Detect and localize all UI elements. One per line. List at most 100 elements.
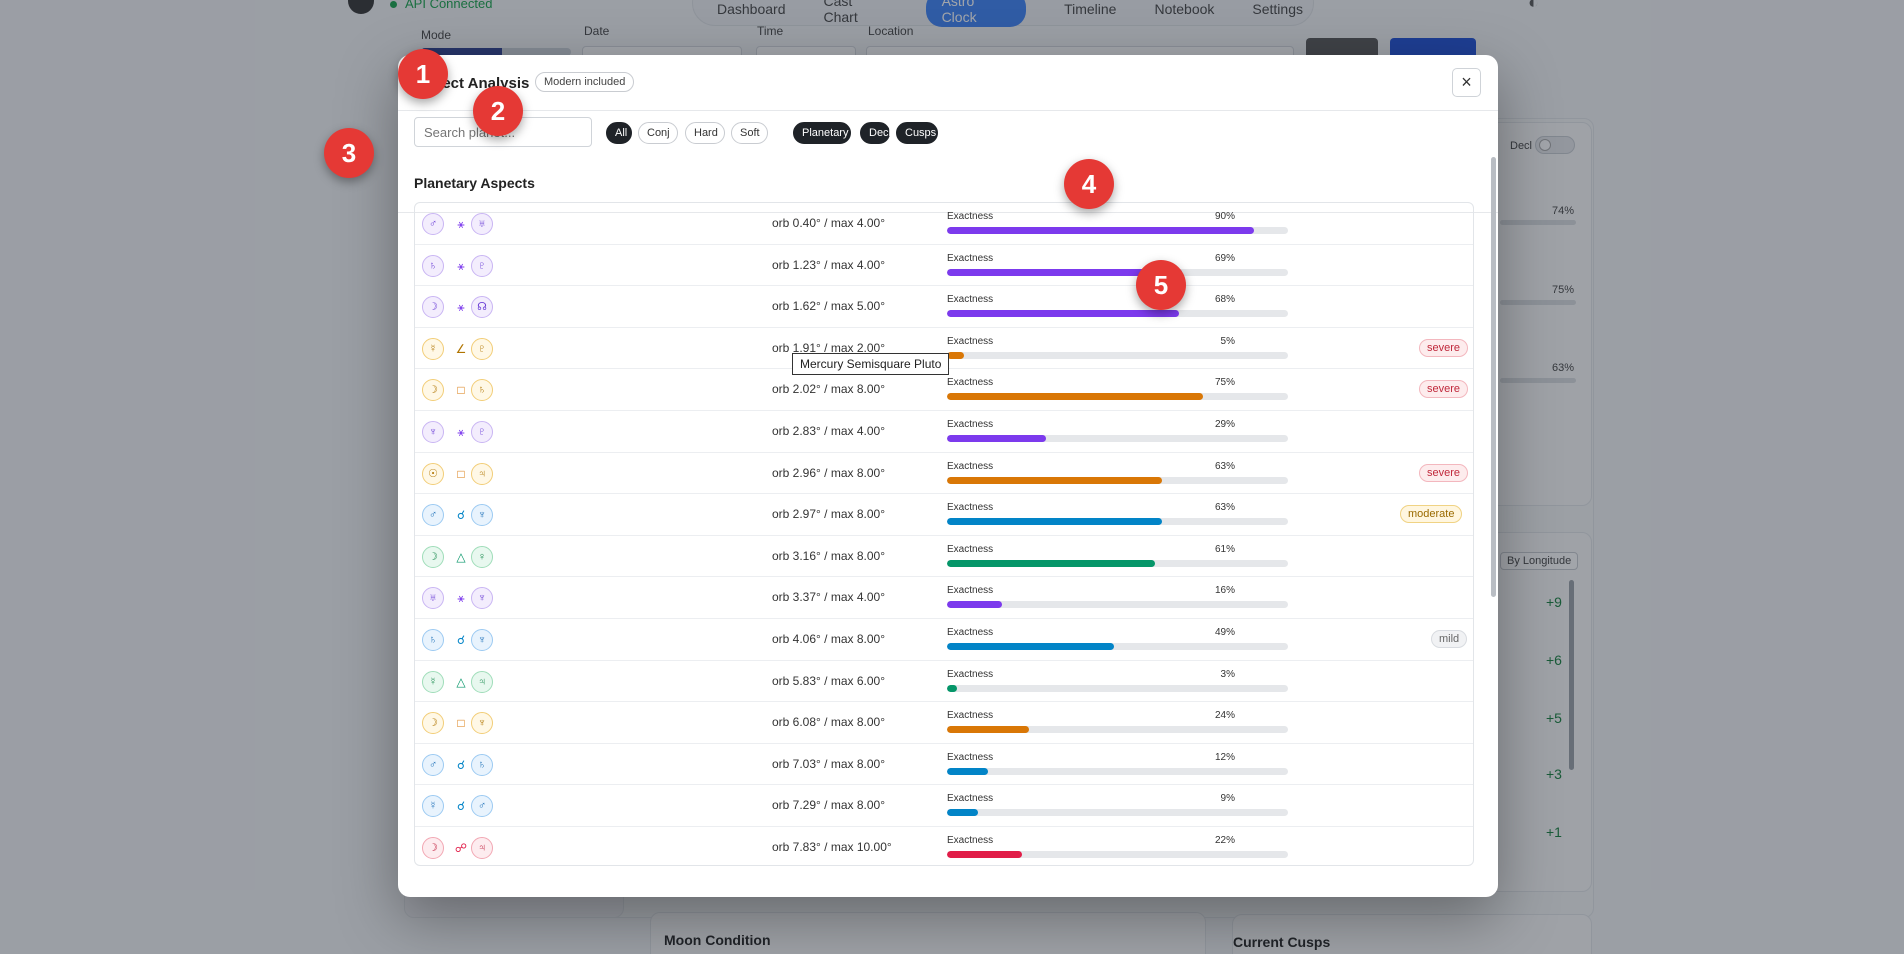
nav-timeline[interactable]: Timeline <box>1064 1 1117 17</box>
current-cusps-title: Current Cusps <box>1233 934 1331 950</box>
planet-glyph-icon: ♅ <box>422 587 444 610</box>
planet-glyph-icon: ♆ <box>471 712 493 735</box>
exactness-bar <box>947 643 1288 650</box>
exactness-percent: 63% <box>1214 460 1235 472</box>
filter-bar <box>398 112 1498 213</box>
planet-glyph-icon: ☿ <box>422 670 444 693</box>
exactness-bar <box>947 559 1288 567</box>
orb-text: orb 2.97° / max 8.00° <box>772 507 885 522</box>
time-label: Time <box>757 24 784 38</box>
aspect-symbol-icon: △ <box>456 549 466 564</box>
severity-badge: severe <box>1419 463 1469 482</box>
exactness-percent: 69% <box>1214 252 1235 264</box>
exactness-label: Exactness <box>947 751 994 763</box>
status-dot-icon <box>390 1 397 9</box>
aspect-row[interactable]: ☽ □ ♆ orb 6.08° / max 8.00° Exactness 24% <box>415 702 1473 744</box>
right-percent: 63% <box>1552 362 1575 374</box>
planet-glyph-icon: ♆ <box>422 421 444 443</box>
orb-text: orb 4.06° / max 8.00° <box>772 632 885 646</box>
score-value: +1 <box>1546 824 1562 840</box>
exactness-percent: 9% <box>1220 793 1235 805</box>
aspect-row[interactable]: ☽ △ ♀ orb 3.16° / max 8.00° Exactness 61% <box>415 536 1473 578</box>
exactness-bar <box>947 684 1288 692</box>
aspect-symbol-icon: ⚹ <box>457 217 465 231</box>
mode-label: Mode <box>421 28 452 42</box>
aspect-row[interactable]: ♄ ⚹ ♇ orb 1.23° / max 4.00° Exactness 69% <box>415 245 1473 287</box>
exactness-bar <box>947 809 1288 817</box>
planet-glyph-icon: ♆ <box>471 587 493 610</box>
planet-glyph-icon: ♄ <box>422 254 444 277</box>
exactness-bar <box>947 435 1288 442</box>
annotation-badge-1: 1 <box>398 49 448 99</box>
aspect-table: ♂ ⚹ ♅ orb 0.40° / max 4.00° Exactness 90% ♄ ⚹ ♇ o… <box>414 202 1474 866</box>
annotation-badge-3: 3 <box>324 128 374 178</box>
orb-text: orb 6.08° / max 8.00° <box>772 715 885 730</box>
aspect-row[interactable]: ♂ ⚹ ♅ orb 0.40° / max 4.00° Exactness 90% <box>415 203 1473 245</box>
score-value: +6 <box>1546 652 1562 668</box>
aspect-row[interactable]: ☿ ☌ ♂ orb 7.29° / max 8.00° Exactness 9% <box>415 785 1473 827</box>
filter-soft[interactable]: Soft <box>731 122 768 144</box>
filter-all[interactable]: All <box>606 122 632 144</box>
planet-glyph-icon: ☊ <box>471 296 493 319</box>
nav-dashboard[interactable]: Dashboard <box>717 1 786 17</box>
aspect-row[interactable]: ♆ ⚹ ♇ orb 2.83° / max 4.00° Exactness 29% <box>415 411 1473 453</box>
right-scroll-thumb[interactable] <box>1569 580 1574 770</box>
sort-by-longitude-button[interactable]: By Longitude <box>1500 552 1579 570</box>
aspect-symbol-icon: ☌ <box>456 633 466 647</box>
exactness-label: Exactness <box>947 543 994 555</box>
nav-settings[interactable]: Settings <box>1252 1 1303 17</box>
nav-cast-chart[interactable]: Cast Chart <box>823 0 858 25</box>
mode-slider[interactable] <box>421 48 571 56</box>
nav-astro-clock[interactable]: Astro Clock <box>925 0 1027 27</box>
moon-condition-card <box>650 912 1206 954</box>
decl-toggle[interactable] <box>1535 136 1575 154</box>
toggle-decl[interactable]: Decl <box>860 122 891 144</box>
exactness-bar <box>947 767 1288 775</box>
exactness-label: Exactness <box>947 502 994 514</box>
aspect-row[interactable]: ♂ ☌ ♄ orb 7.03° / max 8.00° Exactness 12% <box>415 744 1473 786</box>
modal-scrollbar[interactable] <box>1488 157 1498 897</box>
aspect-row[interactable]: ☽ ⚹ ☊ orb 1.62° / max 5.00° Exactness 68% <box>415 286 1473 328</box>
toggle-cusps[interactable]: Cusps <box>896 122 938 144</box>
severity-badge: severe <box>1419 338 1469 357</box>
filter-hard[interactable]: Hard <box>685 122 725 144</box>
aspect-symbol-icon: ⚹ <box>457 591 465 606</box>
exactness-label: Exactness <box>947 211 994 222</box>
aspect-row[interactable]: ☉ □ ♃ orb 2.96° / max 8.00° Exactness 63% seve… <box>415 453 1473 495</box>
exactness-label: Exactness <box>947 710 994 722</box>
api-status: API Connected <box>390 0 492 11</box>
top-bar: API Connected Dashboard Cast Chart Astro… <box>0 0 1904 27</box>
aspect-row[interactable]: ♅ ⚹ ♆ orb 3.37° / max 4.00° Exactness 16% <box>415 577 1473 619</box>
exactness-percent: 61% <box>1214 543 1235 555</box>
aspect-symbol-icon: ☌ <box>456 799 466 814</box>
planet-glyph-icon: ☿ <box>422 337 444 360</box>
theme-toggle-icon[interactable]: ◐ <box>1528 0 1539 12</box>
exactness-percent: 12% <box>1214 751 1235 763</box>
planet-glyph-icon: ♂ <box>422 504 444 527</box>
score-value: +5 <box>1546 710 1562 726</box>
exactness-label: Exactness <box>947 252 994 264</box>
current-cusps-card <box>1232 914 1592 954</box>
aspect-row[interactable]: ☿ ∠ ♇ orb 1.91° / max 2.00° Exactness 5% sever… <box>415 328 1473 370</box>
modal-scrollbar-thumb[interactable] <box>1491 157 1496 597</box>
filter-conj[interactable]: Conj <box>638 122 678 144</box>
exactness-label: Exactness <box>947 668 994 680</box>
exactness-fill <box>947 310 1179 318</box>
aspect-row[interactable]: ☿ △ ♃ orb 5.83° / max 6.00° Exactness 3% <box>415 661 1473 703</box>
aspect-row[interactable]: ☽ ☍ ♃ orb 7.83° / max 10.00° Exactness 22% <box>415 827 1473 865</box>
planet-glyph-icon: ☽ <box>422 837 444 859</box>
exactness-fill <box>947 559 1155 567</box>
exactness-label: Exactness <box>947 419 994 430</box>
aspect-row[interactable]: ♂ ☌ ♆ orb 2.97° / max 8.00° Exactness 63% mode… <box>415 494 1473 536</box>
nav-notebook[interactable]: Notebook <box>1154 1 1215 17</box>
toggle-planetary[interactable]: Planetary <box>793 122 851 144</box>
exactness-fill <box>947 393 1203 401</box>
aspect-row[interactable]: ♄ ☌ ♆ orb 4.06° / max 8.00° Exactness 49% mild <box>415 619 1473 661</box>
annotation-badge-2: 2 <box>473 86 523 136</box>
planet-glyph-icon: ♂ <box>422 753 444 776</box>
exactness-bar <box>947 227 1288 234</box>
aspect-row[interactable]: ☽ □ ♄ orb 2.02° / max 8.00° Exactness 75% seve… <box>415 369 1473 411</box>
close-button[interactable]: × <box>1452 68 1481 97</box>
orb-text: orb 7.29° / max 8.00° <box>772 798 885 813</box>
exactness-percent: 68% <box>1214 294 1235 306</box>
